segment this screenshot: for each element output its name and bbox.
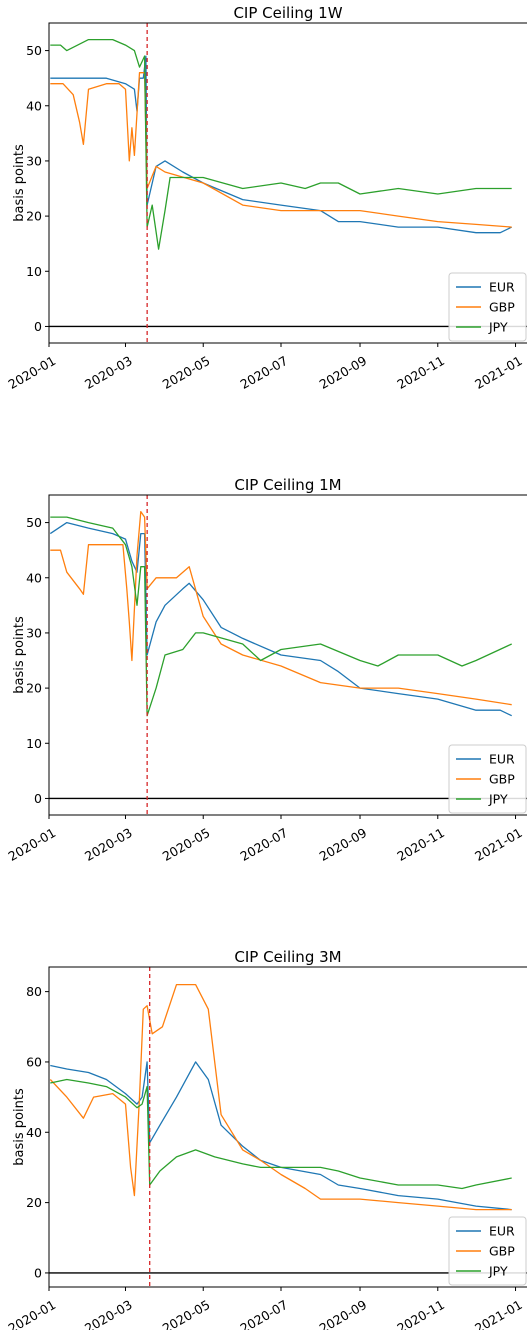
- x-tick-label: 2020-11: [394, 825, 447, 864]
- x-tick-label: 2020-05: [160, 825, 213, 864]
- x-tick-label: 2020-09: [317, 825, 370, 864]
- x-tick-label: 2021-01: [472, 825, 525, 864]
- axes-frame: [48, 494, 527, 816]
- legend-label-jpy: JPY: [488, 320, 508, 335]
- x-tick-label: 2020-11: [394, 353, 447, 392]
- legend-box: [448, 272, 527, 342]
- axes-frame: [48, 966, 527, 1288]
- x-tick-label: 2020-07: [238, 825, 291, 864]
- series-line-gbp: [50, 510, 512, 706]
- x-tick-label: 2020-01: [6, 353, 59, 392]
- x-tick-label: 2021-01: [472, 353, 525, 392]
- x-tick-label: 2020-07: [238, 353, 291, 392]
- axes-frame: [48, 22, 527, 344]
- y-tick-label: 30: [26, 625, 42, 640]
- y-tick-label: 20: [26, 209, 42, 224]
- x-tick-label: 2021-01: [472, 1297, 525, 1330]
- y-tick-label: 0: [34, 319, 42, 334]
- y-tick-label: 40: [26, 1125, 42, 1140]
- legend: EUR GBP JPY: [448, 272, 527, 342]
- y-tick-label: 10: [26, 736, 42, 751]
- legend-label-jpy: JPY: [488, 1264, 508, 1279]
- y-tick-label: 20: [26, 681, 42, 696]
- x-tick-label: 2020-05: [160, 353, 213, 392]
- y-tick-label: 50: [26, 43, 42, 58]
- y-tick-label: 10: [26, 264, 42, 279]
- legend-label-gbp: GBP: [489, 1244, 515, 1259]
- series-line-eur: [50, 55, 512, 234]
- y-tick-label: 0: [34, 791, 42, 806]
- y-tick-label: 40: [26, 570, 42, 585]
- legend-box: [448, 744, 527, 814]
- x-tick-label: 2020-07: [238, 1297, 291, 1330]
- legend-label-gbp: GBP: [489, 772, 515, 787]
- x-tick-label: 2020-05: [160, 1297, 213, 1330]
- y-tick-label: 20: [26, 1195, 42, 1210]
- series-line-jpy: [50, 38, 512, 250]
- chart-panel-3: CIP Ceiling 3M basis points 0 20 40 60 80 2020-…: [6, 948, 527, 1330]
- series-line-jpy: [50, 516, 512, 717]
- legend: EUR GBP JPY: [448, 744, 527, 814]
- y-tick-label: 0: [34, 1265, 42, 1280]
- x-tick-label: 2020-03: [82, 353, 135, 392]
- chart-title: CIP Ceiling 3M: [234, 948, 341, 966]
- y-tick-label: 40: [26, 98, 42, 113]
- y-tick-label: 50: [26, 515, 42, 530]
- x-tick-label: 2020-09: [317, 353, 370, 392]
- legend-label-eur: EUR: [489, 752, 515, 767]
- series-line-gbp: [50, 72, 512, 228]
- legend-box: [448, 1216, 527, 1286]
- y-axis-label: basis points: [12, 144, 27, 222]
- legend-label-gbp: GBP: [489, 300, 515, 315]
- y-axis-label: basis points: [12, 616, 27, 694]
- series-line-eur: [50, 1061, 512, 1211]
- legend-label-eur: EUR: [489, 1224, 515, 1239]
- chart-panel-2: CIP Ceiling 1M basis points 0 10 20 30 40 50 202…: [6, 476, 527, 864]
- x-tick-label: 2020-01: [6, 825, 59, 864]
- x-tick-label: 2020-01: [6, 1297, 59, 1330]
- series-line-jpy: [50, 1078, 512, 1190]
- y-tick-label: 60: [26, 1054, 42, 1069]
- y-tick-label: 30: [26, 153, 42, 168]
- legend-label-eur: EUR: [489, 280, 515, 295]
- x-tick-label: 2020-03: [82, 825, 135, 864]
- legend: EUR GBP JPY: [448, 1216, 527, 1286]
- chart-title: CIP Ceiling 1W: [233, 4, 342, 22]
- x-tick-label: 2020-09: [317, 1297, 370, 1330]
- y-tick-label: 80: [26, 984, 42, 999]
- y-axis-label: basis points: [12, 1088, 27, 1166]
- x-tick-label: 2020-11: [394, 1297, 447, 1330]
- series-line-gbp: [49, 983, 512, 1211]
- legend-label-jpy: JPY: [488, 792, 508, 807]
- chart-title: CIP Ceiling 1M: [234, 476, 341, 494]
- chart-panel-1: CIP Ceiling 1W basis points 0 10 20 30 40 50 202…: [6, 4, 527, 392]
- series-line-eur: [49, 521, 512, 717]
- x-tick-label: 2020-03: [82, 1297, 135, 1330]
